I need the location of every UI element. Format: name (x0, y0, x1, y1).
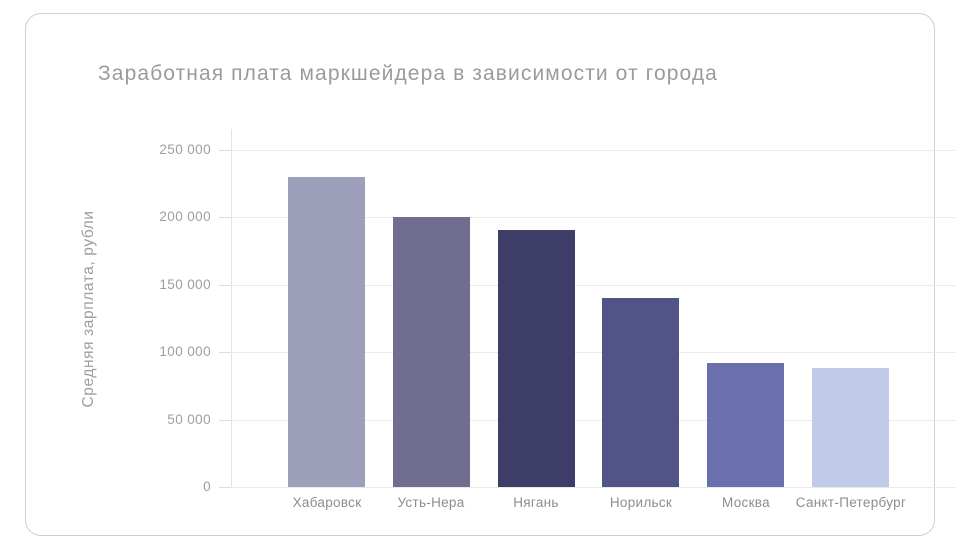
y-tick-label: 150 000 (159, 277, 211, 292)
y-tick-label: 50 000 (167, 412, 211, 427)
bar (288, 177, 365, 487)
y-axis-title-text: Средняя зарплата, рубли (80, 210, 97, 408)
gridline (231, 285, 956, 286)
bar (602, 298, 679, 487)
x-tick-label: Санкт-Петербург (795, 495, 907, 510)
gridline (231, 150, 956, 151)
y-tick-label: 250 000 (159, 142, 211, 157)
y-tick-mark (219, 150, 231, 151)
bar (393, 217, 470, 487)
gridline (231, 217, 956, 218)
y-axis-line (231, 129, 232, 487)
x-tick-label: Норильск (609, 495, 673, 510)
x-tick-label: Москва (722, 495, 770, 510)
gridline (231, 487, 956, 488)
chart-title: Заработная плата маркшейдера в зависимос… (98, 62, 718, 85)
y-tick-mark (219, 420, 231, 421)
x-tick-label: Нягань (513, 495, 559, 510)
y-tick-label: 0 (203, 479, 211, 494)
bar (498, 230, 575, 487)
y-tick-mark (219, 285, 231, 286)
x-tick-label: Хабаровск (292, 495, 362, 510)
gridline (231, 352, 956, 353)
y-tick-label: 100 000 (159, 344, 211, 359)
y-tick-mark (219, 352, 231, 353)
gridline (231, 420, 956, 421)
y-tick-label: 200 000 (159, 209, 211, 224)
y-tick-mark (219, 217, 231, 218)
chart-card: Заработная плата маркшейдера в зависимос… (25, 13, 956, 536)
x-tick-label: Усть-Нера (397, 495, 465, 510)
bar (707, 363, 784, 487)
bar (812, 368, 889, 487)
y-tick-mark (219, 487, 231, 488)
plot-area: 0 50 000 100 000 150 000 200 000 250 000 Хабар… (159, 129, 956, 510)
